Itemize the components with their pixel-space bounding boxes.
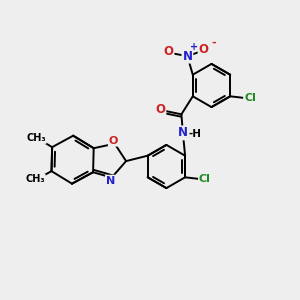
Text: Cl: Cl — [199, 174, 211, 184]
Text: N: N — [106, 176, 115, 186]
Text: CH₃: CH₃ — [26, 133, 46, 143]
Text: -H: -H — [189, 129, 202, 139]
Text: O: O — [109, 136, 118, 146]
Text: O: O — [164, 45, 173, 58]
Text: -: - — [211, 38, 216, 48]
Text: CH₃: CH₃ — [25, 175, 45, 184]
Text: O: O — [199, 43, 208, 56]
Text: O: O — [155, 103, 165, 116]
Text: Cl: Cl — [244, 93, 256, 103]
Text: +: + — [190, 42, 198, 52]
Text: N: N — [178, 126, 188, 140]
Text: N: N — [182, 50, 192, 63]
